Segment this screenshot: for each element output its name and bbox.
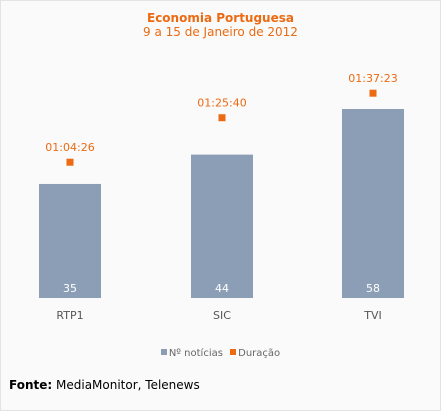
source-label: Fonte: [9,378,53,392]
source-text: MediaMonitor, Telenews [56,378,200,392]
chart-subtitle: 9 a 15 de Janeiro de 2012 [143,25,298,39]
legend: Nº notícias Duração [0,348,441,359]
legend-label-duration: Duração [238,348,281,359]
bar-value-label: 44 [215,282,229,295]
duration-label: 01:37:23 [348,72,397,85]
bar-sic [191,154,253,298]
category-label: TVI [363,309,382,322]
duration-label: 01:04:26 [45,141,94,154]
legend-item-duration: Duração [230,348,280,359]
bar-value-label: 58 [366,282,380,295]
bar-tvi [342,109,404,298]
legend-label-news: Nº notícias [168,348,223,359]
category-label: RTP1 [56,309,83,322]
legend-swatch-news [160,349,167,355]
category-label: SIC [213,309,231,322]
source-note: Fonte: MediaMonitor, Telenews [9,378,200,392]
bar-value-label: 35 [63,282,77,295]
legend-swatch-duration [230,349,237,355]
duration-marker [66,158,74,166]
bar-rtp1 [39,183,101,298]
duration-marker [218,114,226,122]
chart-title: Economia Portuguesa [147,11,294,25]
duration-label: 01:25:40 [197,97,246,110]
legend-item-news: Nº notícias [160,348,223,359]
duration-marker [369,89,377,97]
